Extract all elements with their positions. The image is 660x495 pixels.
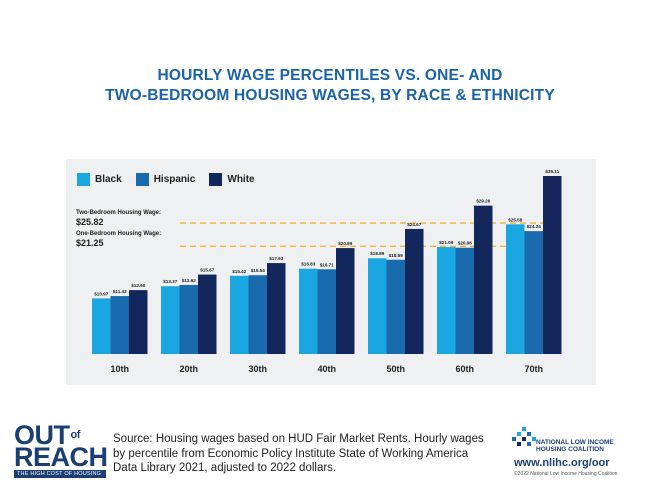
logo-top: OUTof: [14, 422, 106, 449]
bar-white-50th: [405, 228, 424, 354]
x-tick-label-20th: 20th: [179, 364, 198, 374]
data-label-white-60th: $29.26: [476, 199, 490, 204]
bar-hispanic-70th: [524, 231, 543, 354]
bar-black-40th: [299, 268, 318, 354]
x-tick-label-60th: 60th: [455, 364, 474, 374]
two-bedroom-wage-label: Two-Bedroom Housing Wage:: [76, 210, 161, 216]
org-line-2: HOUSING COALITION: [536, 446, 604, 453]
org-line-1: NATIONAL LOW INCOME: [536, 439, 614, 446]
bar-white-70th: [543, 176, 562, 354]
bar-white-30th: [267, 263, 286, 354]
legend-item-black: Black: [77, 173, 122, 186]
one-bedroom-wage-value: $21.25: [76, 238, 104, 248]
data-label-white-10th: $12.60: [131, 283, 145, 288]
bar-black-20th: [161, 286, 180, 354]
logo-subtitle: THE HIGH COST OF HOUSING: [14, 470, 106, 478]
x-tick-label-30th: 30th: [248, 364, 267, 374]
bar-hispanic-40th: [317, 269, 336, 354]
legend-item-white: White: [209, 173, 255, 186]
out-of-reach-logo: OUTof REACH THE HIGH COST OF HOUSING: [14, 422, 108, 478]
data-label-white-30th: $17.93: [269, 256, 283, 261]
data-label-black-40th: $16.83: [301, 262, 315, 267]
data-label-white-50th: $24.67: [407, 222, 421, 227]
logo-of-text: of: [70, 429, 81, 441]
bar-white-60th: [474, 205, 493, 354]
bar-white-10th: [129, 290, 148, 354]
x-tick-label-70th: 70th: [524, 364, 543, 374]
data-label-hispanic-10th: $11.43: [113, 289, 127, 294]
x-tick-label-10th: 10th: [110, 364, 129, 374]
legend-label-hispanic: Hispanic: [153, 174, 196, 185]
two-bedroom-wage-value: $25.82: [76, 217, 104, 227]
bar-white-20th: [198, 274, 217, 354]
chart-title: HOURLY WAGE PERCENTILES VS. ONE- AND TWO…: [0, 66, 660, 106]
data-label-black-70th: $25.58: [508, 217, 522, 222]
data-label-white-40th: $20.89: [338, 241, 352, 246]
data-label-black-50th: $18.89: [370, 251, 384, 256]
data-label-white-70th: $35.11: [545, 169, 559, 174]
bar-white-40th: [336, 248, 355, 354]
chart-title-line-2: TWO-BEDROOM HOUSING WAGES, BY RACE & ETH…: [105, 87, 555, 104]
house-icon: [512, 427, 536, 446]
chart-legend: Black Hispanic White: [77, 173, 269, 186]
bar-hispanic-30th: [248, 275, 267, 354]
data-label-hispanic-50th: $18.59: [389, 253, 403, 258]
logo-out-text: OUT: [14, 420, 70, 450]
bar-black-50th: [368, 258, 387, 354]
data-label-hispanic-30th: $15.54: [251, 268, 265, 273]
source-note: Source: Housing wages based on HUD Fair …: [113, 433, 484, 474]
nlihc-url-link[interactable]: www.nlihc.org/oor: [514, 457, 610, 469]
data-label-black-30th: $15.42: [232, 269, 246, 274]
bar-black-10th: [92, 298, 111, 354]
bar-black-30th: [230, 275, 249, 354]
data-label-hispanic-20th: $13.62: [182, 278, 196, 283]
chart-title-line-1: HOURLY WAGE PERCENTILES VS. ONE- AND: [157, 67, 503, 84]
bar-hispanic-60th: [455, 247, 474, 354]
legend-swatch-black: [77, 173, 90, 186]
legend-swatch-hispanic: [135, 173, 149, 186]
data-label-hispanic-40th: $16.71: [320, 262, 334, 267]
data-label-white-20th: $15.67: [200, 268, 214, 273]
legend-item-hispanic: Hispanic: [135, 173, 196, 186]
data-label-black-20th: $13.37: [163, 279, 177, 284]
data-label-black-60th: $21.09: [439, 240, 453, 245]
bar-black-60th: [437, 247, 456, 354]
one-bedroom-wage-label: One-Bedroom Housing Wage:: [76, 231, 162, 237]
nlihc-org-name: NATIONAL LOW INCOME HOUSING COALITION: [536, 439, 614, 453]
bar-black-70th: [506, 224, 525, 354]
legend-label-black: Black: [95, 174, 122, 185]
x-tick-label-40th: 40th: [317, 364, 336, 374]
x-tick-label-50th: 50th: [386, 364, 405, 374]
data-label-hispanic-60th: $20.96: [458, 241, 472, 246]
logo-reach-text: REACH: [14, 442, 108, 472]
legend-swatch-white: [209, 173, 223, 186]
data-label-black-10th: $10.97: [94, 291, 108, 296]
legend-label-white: White: [227, 174, 255, 185]
bar-hispanic-10th: [110, 296, 129, 354]
bar-hispanic-50th: [386, 259, 405, 354]
bar-hispanic-20th: [179, 284, 198, 354]
copyright-notice: ©2022 National Low Income Housing Coalit…: [514, 471, 618, 477]
data-label-hispanic-70th: $24.24: [527, 224, 541, 229]
